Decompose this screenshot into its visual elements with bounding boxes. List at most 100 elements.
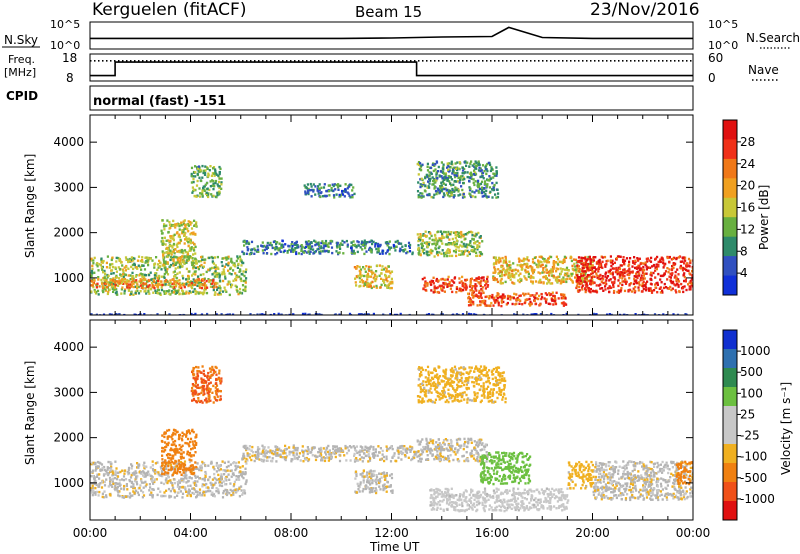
scatter-cell bbox=[242, 476, 245, 480]
scatter-cell bbox=[633, 275, 636, 278]
scatter-cell bbox=[364, 283, 367, 287]
scatter-cell bbox=[661, 257, 664, 260]
scatter-cell bbox=[476, 240, 479, 243]
scatter-cell bbox=[123, 313, 126, 315]
scatter-cell bbox=[320, 245, 323, 248]
scatter-cell bbox=[502, 259, 505, 262]
scatter-cell bbox=[186, 237, 189, 241]
scatter-cell bbox=[351, 194, 354, 197]
scatter-cell bbox=[208, 279, 211, 282]
scatter-cell bbox=[567, 269, 570, 272]
scatter-cell bbox=[584, 272, 587, 275]
scatter-cell bbox=[543, 271, 546, 274]
scatter-cell bbox=[157, 487, 160, 490]
scatter-cell bbox=[385, 242, 388, 245]
scatter-cell bbox=[477, 277, 480, 281]
scatter-cell bbox=[218, 284, 221, 288]
scatter-cell bbox=[531, 261, 535, 264]
scatter-cell bbox=[176, 245, 179, 249]
scatter-cell bbox=[171, 484, 174, 487]
scatter-cell bbox=[552, 265, 556, 269]
scatter-cell bbox=[213, 293, 216, 296]
scatter-cell bbox=[504, 257, 507, 260]
scatter-cell bbox=[183, 261, 186, 265]
scatter-cell bbox=[126, 286, 129, 289]
scatter-cell bbox=[307, 240, 310, 243]
scatter-cell bbox=[425, 173, 428, 177]
scatter-cell bbox=[310, 188, 313, 192]
scatter-cell bbox=[110, 465, 113, 468]
scatter-cell bbox=[638, 283, 641, 287]
scatter-cell bbox=[587, 275, 590, 279]
scatter-cell bbox=[132, 282, 135, 285]
scatter-cell bbox=[109, 462, 112, 466]
scatter-cell bbox=[385, 270, 388, 273]
scatter-cell bbox=[241, 493, 244, 496]
scatter-cell bbox=[434, 244, 437, 247]
scatter-cell bbox=[473, 313, 476, 315]
scatter-cell bbox=[318, 183, 321, 186]
scatter-cell bbox=[343, 195, 346, 198]
scatter-cell bbox=[216, 274, 219, 277]
scatter-cell bbox=[205, 270, 208, 274]
scatter-cell bbox=[209, 462, 213, 465]
scatter-cell bbox=[169, 461, 172, 464]
scatter-cell bbox=[165, 278, 168, 282]
scatter-cell bbox=[133, 257, 136, 260]
scatter-cell bbox=[320, 191, 323, 194]
scatter-cell bbox=[642, 287, 645, 291]
scatter-cell bbox=[217, 491, 220, 495]
scatter-cell bbox=[341, 239, 344, 243]
scatter-cell bbox=[447, 248, 450, 251]
scatter-cell bbox=[102, 313, 106, 315]
scatter-cell bbox=[137, 285, 140, 289]
scatter-cell bbox=[104, 282, 108, 286]
scatter-cell bbox=[691, 274, 693, 277]
scatter-cell bbox=[431, 313, 434, 315]
scatter-cell bbox=[177, 289, 180, 292]
scatter-cell bbox=[185, 250, 188, 254]
scatter-cell bbox=[238, 478, 241, 481]
scatter-cell bbox=[372, 312, 375, 315]
scatter-cell bbox=[241, 284, 245, 287]
scatter-cell bbox=[268, 243, 271, 247]
scatter-cell bbox=[529, 265, 532, 268]
scatter-cell bbox=[176, 256, 179, 259]
scatter-cell bbox=[228, 280, 231, 284]
scatter-cell bbox=[580, 282, 583, 285]
scatter-cell bbox=[190, 172, 193, 176]
scatter-cell bbox=[178, 266, 181, 269]
scatter-cell bbox=[142, 279, 145, 282]
scatter-cell bbox=[116, 477, 119, 481]
scatter-cell bbox=[469, 241, 472, 244]
scatter-cell bbox=[390, 286, 393, 290]
scatter-cell bbox=[571, 264, 574, 268]
scatter-cell bbox=[212, 288, 215, 292]
scatter-cell bbox=[161, 242, 164, 245]
scatter-cell bbox=[460, 185, 463, 188]
scatter-cell bbox=[176, 250, 179, 253]
scatter-cell bbox=[118, 281, 121, 285]
scatter-cell bbox=[592, 312, 596, 315]
scatter-cell bbox=[121, 279, 125, 283]
scatter-cell bbox=[374, 279, 377, 283]
scatter-cell bbox=[502, 300, 505, 304]
scatter-cell bbox=[421, 239, 424, 242]
scatter-cell bbox=[142, 464, 145, 467]
scatter-cell bbox=[326, 244, 329, 248]
scatter-cell bbox=[222, 268, 225, 271]
scatter-cell bbox=[182, 252, 185, 255]
scatter-cell bbox=[399, 247, 402, 250]
scatter-cell bbox=[486, 185, 489, 188]
scatter-cell bbox=[361, 243, 365, 247]
scatter-cell bbox=[500, 270, 503, 274]
scatter-cell bbox=[177, 259, 180, 263]
scatter-cell bbox=[207, 486, 210, 489]
scatter-cell bbox=[513, 313, 516, 315]
scatter-cell bbox=[529, 300, 532, 304]
scatter-cell bbox=[475, 313, 478, 315]
scatter-cell bbox=[160, 229, 163, 232]
scatter-cell bbox=[369, 249, 372, 252]
scatter-cell bbox=[587, 265, 590, 268]
scatter-cell bbox=[110, 468, 113, 471]
